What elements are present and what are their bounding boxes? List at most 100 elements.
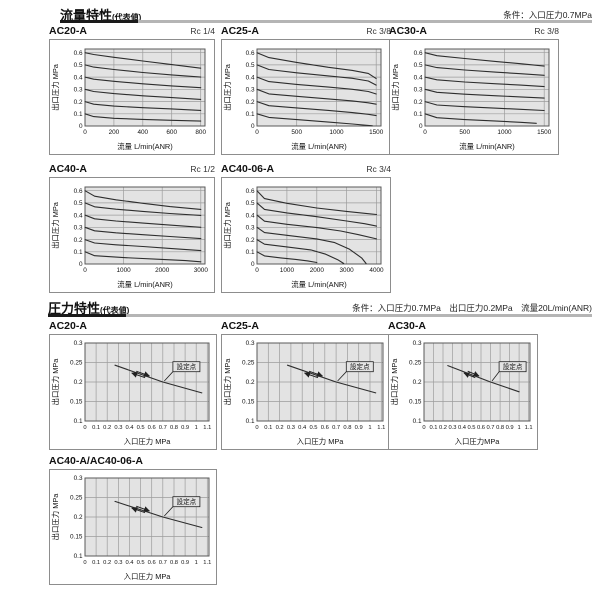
- svg-text:設定点: 設定点: [503, 362, 523, 371]
- chart-port-size: Rc 1/4: [190, 26, 215, 36]
- svg-text:0.8: 0.8: [170, 560, 178, 566]
- svg-text:0.2: 0.2: [414, 99, 423, 106]
- svg-text:500: 500: [459, 129, 470, 136]
- chart-canvas-pressure-ac30a: 0 0.1 0.2 0.3 0.4 0.5 0.6 0.7 0.8 0.9 1 1.10.10.150…: [390, 340, 533, 446]
- svg-text:1000: 1000: [329, 129, 344, 136]
- svg-text:0: 0: [83, 129, 87, 136]
- svg-text:0.5: 0.5: [246, 62, 255, 69]
- svg-text:0.5: 0.5: [74, 62, 83, 69]
- svg-text:0.5: 0.5: [137, 425, 145, 431]
- chart-port-size: Rc 3/4: [366, 164, 391, 174]
- svg-text:0.8: 0.8: [170, 425, 178, 431]
- svg-text:0.25: 0.25: [409, 360, 422, 367]
- chart-block-flow-ac40a: AC40-A Rc 1/2 0 1000 2000 3000 0 0.1 0.2 0.3 0.4 0…: [49, 163, 215, 293]
- chart-title: AC30-A: [389, 25, 427, 37]
- svg-text:0.3: 0.3: [246, 340, 255, 347]
- svg-text:0.3: 0.3: [74, 87, 83, 94]
- svg-text:0: 0: [83, 267, 87, 274]
- chart-canvas-flow-ac25a: 0 500 1000 1500 0 0.1 0.2 0.3 0.4 0.5 0.6 流量 L/min(…: [223, 48, 384, 151]
- svg-text:1: 1: [195, 560, 198, 566]
- svg-text:出口圧力 MPa: 出口圧力 MPa: [51, 201, 60, 249]
- svg-text:0.6: 0.6: [148, 560, 156, 566]
- svg-text:0.6: 0.6: [74, 50, 83, 57]
- svg-text:0.9: 0.9: [181, 425, 189, 431]
- svg-text:1.1: 1.1: [203, 560, 211, 566]
- svg-text:200: 200: [109, 129, 120, 136]
- chart-title: AC20-A: [49, 25, 87, 37]
- svg-text:0: 0: [419, 123, 423, 130]
- chart-title: AC30-A: [388, 320, 426, 332]
- chart-title: AC40-06-A: [221, 163, 275, 175]
- svg-text:0.3: 0.3: [74, 475, 83, 482]
- svg-text:0.6: 0.6: [246, 188, 255, 195]
- svg-text:0.1: 0.1: [74, 418, 83, 425]
- chart-canvas-flow-ac40-06a: 0 1000 2000 3000 4000 0 0.1 0.2 0.3 0.4 0.5 0.6 流量 L…: [223, 186, 384, 289]
- svg-text:0.9: 0.9: [506, 425, 514, 431]
- svg-text:0: 0: [251, 123, 255, 130]
- svg-text:流量 L/min(ANR): 流量 L/min(ANR): [117, 280, 172, 289]
- svg-text:0.1: 0.1: [246, 418, 255, 425]
- svg-text:0.1: 0.1: [74, 111, 83, 118]
- chart-title: AC40-A: [49, 163, 87, 175]
- svg-text:0.7: 0.7: [332, 425, 340, 431]
- svg-text:0: 0: [255, 267, 259, 274]
- chart-block-pressure-ac30a: AC30-A 0 0.1 0.2 0.3 0.4 0.5 0.6 0.7 0.8 0.9 1 1.1 0…: [388, 320, 538, 450]
- svg-text:0.6: 0.6: [246, 50, 255, 57]
- svg-text:0.4: 0.4: [414, 74, 423, 81]
- pressure-section-rule: [126, 314, 592, 317]
- svg-text:0.2: 0.2: [74, 99, 83, 106]
- svg-text:0.1: 0.1: [92, 425, 100, 431]
- pressure-section-title-suffix: (代表値): [100, 306, 130, 315]
- svg-text:0.6: 0.6: [414, 50, 423, 57]
- svg-text:0.1: 0.1: [246, 249, 255, 256]
- svg-text:600: 600: [166, 129, 177, 136]
- chart-block-flow-ac30a: AC30-A Rc 3/8 0 500 1000 1500 0 0.1 0.2 0.3 0.4 0.…: [389, 25, 559, 155]
- svg-text:0.1: 0.1: [264, 425, 272, 431]
- chart-canvas-flow-ac30a: 0 500 1000 1500 0 0.1 0.2 0.3 0.4 0.5 0.6 流量 L/min(…: [391, 48, 552, 151]
- svg-text:1500: 1500: [537, 129, 552, 136]
- svg-text:0.1: 0.1: [74, 249, 83, 256]
- svg-text:0: 0: [79, 123, 83, 130]
- svg-text:0: 0: [423, 129, 427, 136]
- chart-canvas-pressure-ac40a: 0 0.1 0.2 0.3 0.4 0.5 0.6 0.7 0.8 0.9 1 1.10.10.150…: [51, 475, 211, 581]
- pressure-section-condition: 条件：入口圧力0.7MPa 出口圧力0.2MPa 流量20L/min(ANR): [352, 303, 592, 313]
- chart-title: AC25-A: [221, 320, 259, 332]
- svg-text:2000: 2000: [310, 267, 325, 274]
- svg-text:0.4: 0.4: [298, 425, 307, 431]
- svg-text:入口圧力 MPa: 入口圧力 MPa: [124, 437, 172, 446]
- svg-text:1.1: 1.1: [203, 425, 211, 431]
- svg-text:1500: 1500: [369, 129, 384, 136]
- svg-text:0.6: 0.6: [477, 425, 485, 431]
- svg-text:0.25: 0.25: [242, 360, 255, 367]
- svg-text:0.25: 0.25: [70, 360, 83, 367]
- svg-text:0.2: 0.2: [74, 237, 83, 244]
- svg-text:0.7: 0.7: [159, 560, 167, 566]
- chart-port-size: Rc 3/8: [534, 26, 559, 36]
- svg-text:設定点: 設定点: [350, 362, 370, 371]
- svg-text:0.15: 0.15: [409, 399, 422, 406]
- chart-block-flow-ac20a: AC20-A Rc 1/4 0 200 400 600 800 0 0.1 0.2 0.3 0.4 0…: [49, 25, 215, 155]
- svg-text:出口圧力 MPa: 出口圧力 MPa: [223, 63, 232, 111]
- chart-canvas-flow-ac40a: 0 1000 2000 3000 0 0.1 0.2 0.3 0.4 0.5 0.6 流量 L/min…: [51, 186, 208, 289]
- svg-text:入口圧力 MPa: 入口圧力 MPa: [297, 437, 345, 446]
- svg-text:流量 L/min(ANR): 流量 L/min(ANR): [459, 142, 514, 151]
- svg-text:0.2: 0.2: [439, 425, 447, 431]
- chart-title: AC25-A: [221, 25, 259, 37]
- svg-text:1000: 1000: [280, 267, 295, 274]
- pressure-section-title-text: 圧力特性: [48, 301, 101, 316]
- svg-text:0.3: 0.3: [114, 560, 122, 566]
- svg-text:3000: 3000: [339, 267, 354, 274]
- svg-text:0.3: 0.3: [74, 340, 83, 347]
- svg-text:0.4: 0.4: [74, 74, 83, 81]
- chart-block-flow-ac25a: AC25-A Rc 3/8 0 500 1000 1500 0 0.1 0.2 0.3 0.4 0.…: [221, 25, 391, 155]
- svg-text:0.4: 0.4: [246, 74, 255, 81]
- svg-text:1000: 1000: [497, 129, 512, 136]
- svg-text:0.3: 0.3: [414, 87, 423, 94]
- svg-text:0.3: 0.3: [287, 425, 295, 431]
- svg-text:出口圧力 MPa: 出口圧力 MPa: [391, 63, 400, 111]
- svg-text:0.3: 0.3: [246, 225, 255, 232]
- svg-text:出口圧力 MPa: 出口圧力 MPa: [51, 493, 60, 541]
- svg-text:流量 L/min(ANR): 流量 L/min(ANR): [291, 142, 346, 151]
- svg-text:0.4: 0.4: [125, 425, 134, 431]
- svg-text:出口圧力 MPa: 出口圧力 MPa: [51, 358, 60, 406]
